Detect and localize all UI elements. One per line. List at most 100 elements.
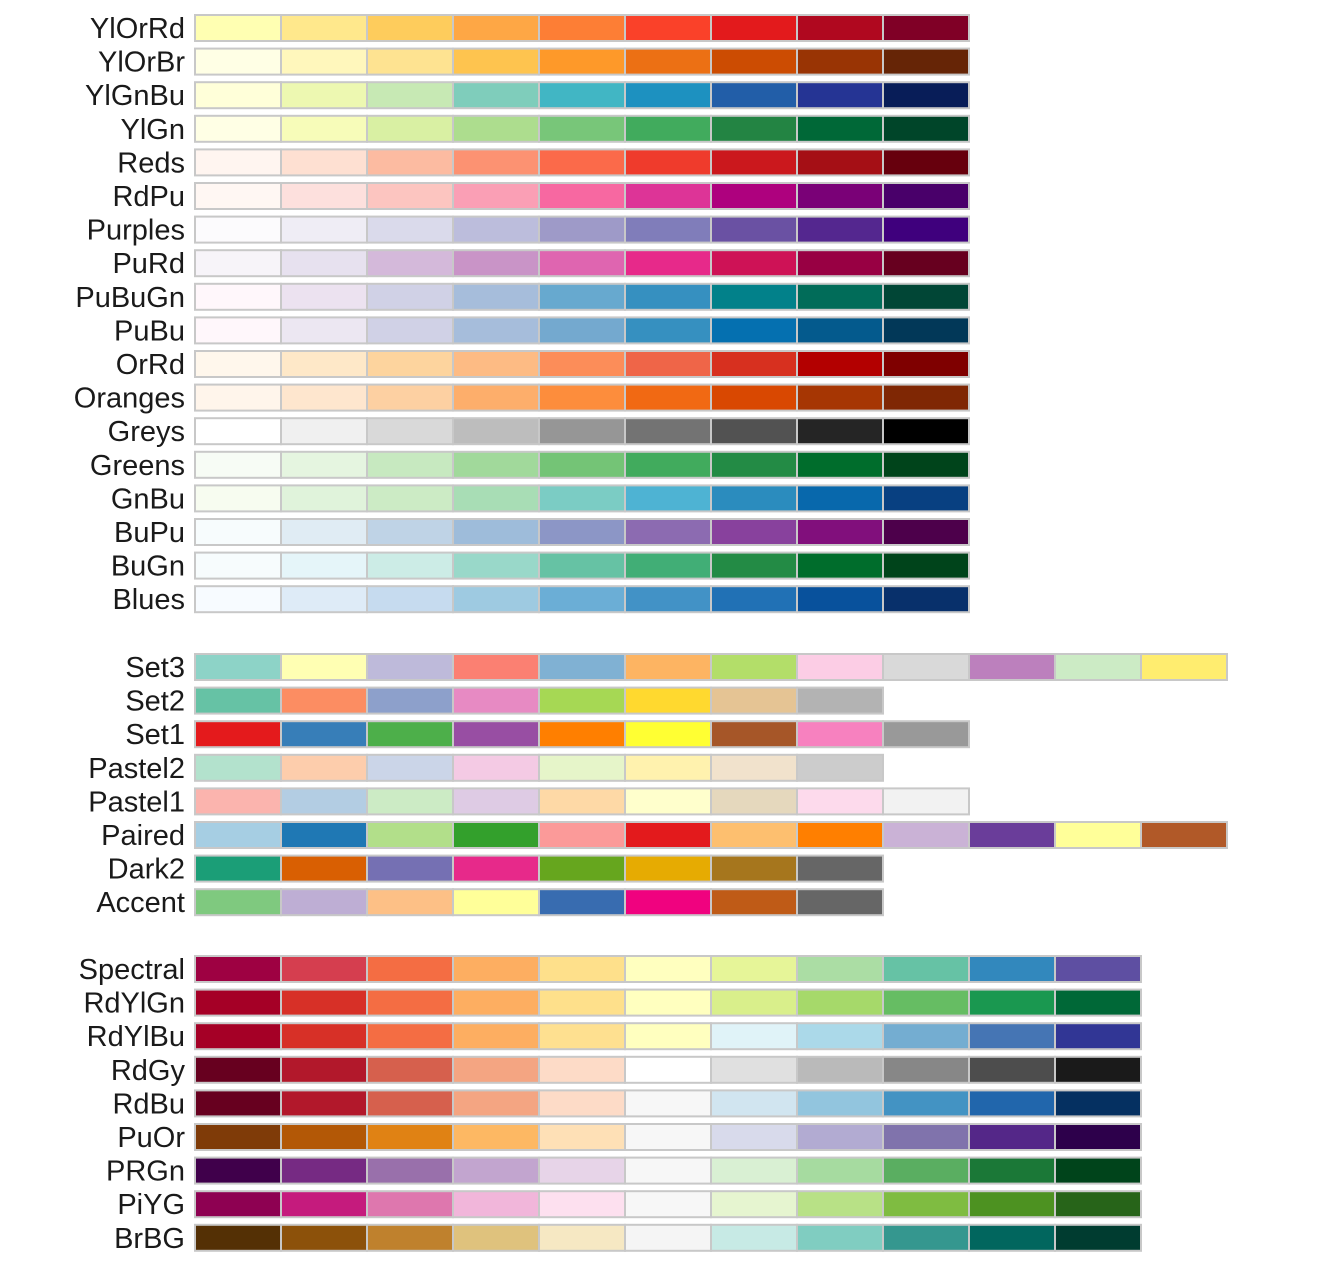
palette-label: PiYG [117,1189,185,1221]
palette-row-pastel1: Pastel1 [88,786,970,818]
color-swatch [624,350,712,378]
color-swatch [452,282,540,311]
color-swatch [194,484,282,513]
color-swatch [710,854,798,883]
palette-label: YlGnBu [85,80,185,112]
color-swatch [710,148,798,177]
color-swatch [280,1123,368,1151]
color-swatch [1054,1223,1142,1252]
color-swatch [366,316,454,345]
palette-row-gnbu: GnBu [111,483,970,515]
color-swatch [796,585,884,614]
color-swatch [366,450,454,479]
color-swatch [366,518,454,546]
palette-row-prgn: PRGn [106,1156,1142,1188]
palette-row-accent: Accent [96,887,884,919]
palette-row-bupu: BuPu [114,517,970,549]
color-swatch [624,1055,712,1084]
color-swatch [624,585,712,614]
color-swatch [1054,1055,1142,1084]
palette-row-dark2: Dark2 [108,854,884,886]
color-swatch [1054,1190,1142,1219]
color-swatch [882,148,970,177]
color-swatch [624,383,712,412]
color-swatch [882,484,970,513]
color-swatch [366,1223,454,1252]
palette-label: YlGn [121,114,185,146]
palette-label: BuPu [114,517,185,549]
palette-label: RdYlGn [83,988,185,1020]
color-swatch [538,148,626,177]
color-swatch [366,888,454,917]
color-swatch [194,753,282,782]
color-swatch [968,1055,1056,1084]
color-swatch [452,1123,540,1151]
color-swatch [194,518,282,546]
color-swatch [624,1156,712,1185]
color-swatch [882,1055,970,1084]
color-swatch [366,47,454,76]
color-swatch [882,81,970,110]
color-swatch [452,988,540,1017]
color-swatch [194,988,282,1017]
color-swatch [194,1123,282,1151]
color-swatch [452,484,540,513]
color-swatch [796,47,884,76]
color-swatch [796,148,884,177]
palette-row-brbg: BrBG [114,1223,1142,1255]
color-swatch [538,1123,626,1151]
palette-label: Greens [90,450,185,482]
color-swatch [796,753,884,782]
color-swatch [538,484,626,513]
color-swatch [624,215,712,244]
palette-row-pubugn: PuBuGn [75,282,970,314]
color-swatch [882,383,970,412]
palette-label: Dark2 [108,854,185,886]
color-swatch [796,854,884,883]
color-swatch [710,787,798,816]
color-swatch [452,787,540,816]
color-swatch [452,316,540,345]
color-swatch [710,1055,798,1084]
color-swatch [796,383,884,412]
palette-label: Reds [117,147,185,179]
color-swatch [882,787,970,816]
color-swatch [624,753,712,782]
color-swatch [452,215,540,244]
color-swatch [538,686,626,715]
palette-row-orrd: OrRd [116,349,970,381]
color-swatch [452,114,540,143]
color-swatch [796,417,884,446]
color-swatch [882,114,970,143]
color-swatch [710,114,798,143]
color-swatch [710,1223,798,1252]
color-swatch [452,81,540,110]
palette-label: YlOrRd [90,13,185,45]
color-swatch [710,182,798,210]
palette-row-purd: PuRd [112,248,970,280]
color-swatch [194,81,282,110]
color-swatch [1054,653,1142,681]
color-swatch [538,854,626,883]
color-swatch [452,551,540,580]
color-swatch [452,854,540,883]
color-swatch [882,1190,970,1219]
palette-row-rdylgn: RdYlGn [83,988,1142,1020]
color-swatch [624,686,712,715]
color-swatch [538,551,626,580]
color-swatch [882,955,970,983]
color-swatch [796,1089,884,1118]
color-swatch [1054,1022,1142,1051]
color-swatch [366,417,454,446]
color-swatch [366,753,454,782]
palette-label: PuBu [114,315,185,347]
color-swatch [624,1022,712,1051]
color-swatch [538,518,626,546]
color-swatch [280,854,368,883]
color-swatch [194,1156,282,1185]
color-swatch [968,1022,1056,1051]
color-swatch [624,1123,712,1151]
color-swatch [710,518,798,546]
color-swatch [366,249,454,278]
